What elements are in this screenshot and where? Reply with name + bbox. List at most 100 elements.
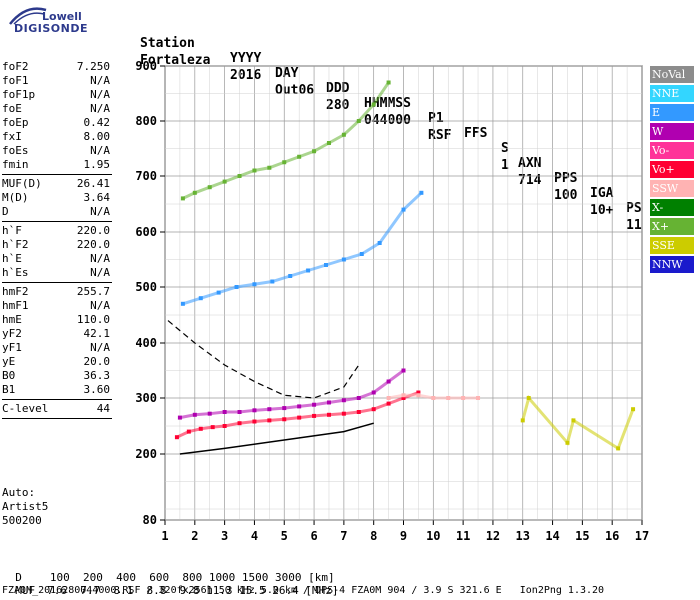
x-tick-label: 3 xyxy=(221,529,228,543)
parameter-value: 36.3 xyxy=(83,369,111,382)
muf-scale-values: 7.6 7.7 8.1 8.8 9.8 11.3 15.5 26.4 [MHz] xyxy=(47,584,339,597)
parameter-label: fmin xyxy=(2,158,29,171)
trace-series-4 xyxy=(388,393,479,400)
parameter-row: hmF2 255.7 xyxy=(2,285,110,299)
x-tick-label: 16 xyxy=(605,529,619,543)
parameter-label: h`F2 xyxy=(2,238,29,251)
x-tick-label: 9 xyxy=(400,529,407,543)
parameter-label: fxI xyxy=(2,130,22,143)
parameter-label: h`F xyxy=(2,224,22,237)
parameter-value: N/A xyxy=(90,88,110,101)
parameter-row: C-level 44 xyxy=(2,402,110,416)
parameter-label: h`Es xyxy=(2,266,29,279)
header-yyyy: YYYY xyxy=(230,51,262,66)
parameter-row: h`Es N/A xyxy=(2,266,110,280)
trace-series-2 xyxy=(182,191,423,306)
x-tick-label: 2 xyxy=(191,529,198,543)
parameter-value: 26.41 xyxy=(76,177,110,190)
header-p1-value: RSF xyxy=(428,128,452,143)
x-tick-label: 10 xyxy=(426,529,440,543)
digisonde-logo-swoosh-icon xyxy=(9,7,47,25)
auto-label: Auto: xyxy=(2,486,36,499)
header-ps: PS xyxy=(626,201,642,216)
y-tick-label: 400 xyxy=(135,336,157,350)
y-tick-label: 200 xyxy=(135,447,157,461)
parameter-label: B0 xyxy=(2,369,16,382)
header-station: Station xyxy=(140,36,195,51)
parameter-row: foF1 N/A xyxy=(2,74,110,88)
header-pps: PPS xyxy=(554,171,578,186)
legend-item-w: W xyxy=(650,123,694,140)
auto-code: 500200 xyxy=(2,514,42,527)
x-tick-label: 7 xyxy=(340,529,347,543)
x-tick-label: 1 xyxy=(161,529,168,543)
y-tick-label: 500 xyxy=(135,280,157,294)
parameter-label: hmE xyxy=(2,313,22,326)
trace-series-3 xyxy=(182,81,390,200)
parameter-label: h`E xyxy=(2,252,22,265)
x-tick-label: 12 xyxy=(486,529,500,543)
parameter-value: 20.0 xyxy=(83,355,111,368)
header-day-value: Out06 xyxy=(275,83,315,98)
muf-scale-row: MUF 7.6 7.7 8.1 8.8 9.8 11.3 15.5 26.4 [M… xyxy=(2,571,339,597)
logo-digisonde: DIGISONDE xyxy=(14,22,88,35)
header-s-value: 1 xyxy=(501,158,509,173)
parameter-separator xyxy=(2,399,112,400)
parameter-label: hmF1 xyxy=(2,299,29,312)
x-tick-label: 6 xyxy=(310,529,317,543)
header-axn: AXN xyxy=(518,156,542,171)
parameter-value: 110.0 xyxy=(76,313,110,326)
parameter-value: N/A xyxy=(90,266,110,279)
legend-item-nne: NNE xyxy=(650,85,694,102)
parameter-row: hmE 110.0 xyxy=(2,313,110,327)
d-scale-values: 100 200 400 600 800 1000 1500 3000 [km] xyxy=(49,571,335,584)
parameter-value: N/A xyxy=(90,252,110,265)
parameter-label: C-level xyxy=(2,402,49,415)
parameter-value: 220.0 xyxy=(76,224,110,237)
parameter-value: N/A xyxy=(90,144,110,157)
x-tick-label: 11 xyxy=(456,529,470,543)
legend-item-noval: NoVal xyxy=(650,66,694,83)
parameter-value: N/A xyxy=(90,299,110,312)
parameter-label: B1 xyxy=(2,383,16,396)
x-tick-label: 13 xyxy=(516,529,530,543)
dashed-curve xyxy=(167,320,360,399)
x-tick-label: 17 xyxy=(635,529,649,543)
parameter-row: D N/A xyxy=(2,205,110,219)
y-tick-label: 600 xyxy=(135,225,157,239)
parameter-row: h`F2 220.0 xyxy=(2,238,110,252)
header-p1: P1 xyxy=(428,111,444,126)
header-yyyy-value: 2016 xyxy=(230,68,262,83)
parameter-separator xyxy=(2,418,112,419)
parameter-value: N/A xyxy=(90,205,110,218)
x-tick-label: 15 xyxy=(575,529,589,543)
parameter-value: 7.250 xyxy=(76,60,110,73)
footer-info: FZA0M_2016280044000.RSF / 320fx256h 50 k… xyxy=(2,585,605,596)
header-axn-value: 714 xyxy=(518,173,542,188)
parameter-label: yE xyxy=(2,355,16,368)
parameter-value: 44 xyxy=(96,402,110,415)
parameter-row: MUF(D) 26.41 xyxy=(2,177,110,191)
y-tick-label: 300 xyxy=(135,391,157,405)
parameter-label: MUF(D) xyxy=(2,177,42,190)
parameter-label: D xyxy=(2,205,9,218)
header-ps-value: 11 xyxy=(626,218,642,233)
parameter-value: 255.7 xyxy=(76,285,110,298)
parameter-value: 3.64 xyxy=(83,191,111,204)
parameter-label: foF1 xyxy=(2,74,29,87)
legend-item-vo-: Vo- xyxy=(650,142,694,159)
header-pps-value: 100 xyxy=(554,188,578,203)
parameter-label: M(D) xyxy=(2,191,29,204)
legend-item-x-: X- xyxy=(650,199,694,216)
parameter-row: hmF1 N/A xyxy=(2,299,110,313)
header-iga: IGA xyxy=(590,186,614,201)
legend-item-nnw: NNW xyxy=(650,256,694,273)
parameter-value: 3.60 xyxy=(83,383,111,396)
auto-info: Auto: Artist5 500200 xyxy=(2,486,48,528)
y-tick-label: 800 xyxy=(135,114,157,128)
parameter-separator xyxy=(2,221,112,222)
parameter-row: foF2 7.250 xyxy=(2,60,110,74)
x-tick-label: 14 xyxy=(545,529,559,543)
profile-curve xyxy=(179,422,374,455)
